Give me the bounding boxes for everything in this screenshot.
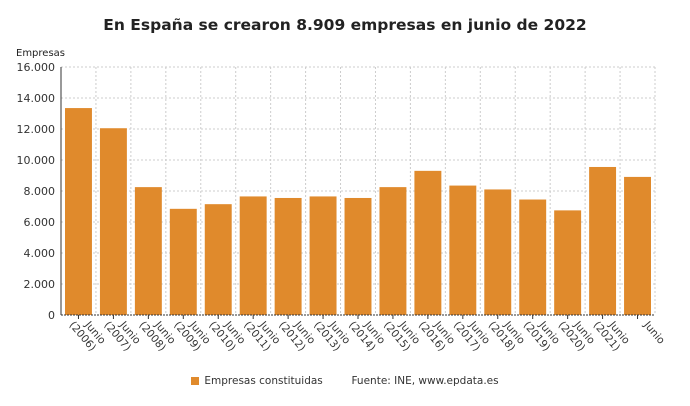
y-tick-label: 0	[48, 309, 55, 322]
chart-title: En España se crearon 8.909 empresas en j…	[103, 16, 587, 34]
bar	[519, 199, 547, 315]
legend: Empresas constituidas Fuente: INE, www.e…	[0, 375, 690, 387]
x-tick-label: Junio(2019)	[521, 312, 562, 355]
bar	[134, 187, 162, 315]
bar	[344, 197, 372, 315]
y-tick-label: 12.000	[17, 123, 56, 136]
bar	[65, 108, 92, 315]
y-tick-label: 4.000	[24, 247, 56, 260]
x-tick-label: Junio(2008)	[136, 312, 177, 355]
y-tick-label: 16.000	[17, 61, 56, 74]
x-tick-label: Junio(2016)	[416, 312, 457, 355]
bar	[204, 204, 232, 315]
x-tick-label: Junio(2012)	[276, 312, 317, 355]
x-tick-label: Junio(2009)	[171, 312, 212, 355]
y-tick-label: 10.000	[17, 154, 56, 167]
bar	[624, 176, 651, 315]
x-tick-label: Junio(2015)	[381, 312, 422, 355]
bar	[449, 185, 477, 315]
bar	[309, 196, 337, 315]
legend-swatch	[191, 377, 200, 385]
x-tick-label: Junio(2006)	[67, 312, 108, 355]
x-tick-label: Junio(2007)	[101, 312, 142, 355]
y-tick-label: 6.000	[24, 216, 56, 229]
y-axis-label: Empresas	[16, 48, 65, 59]
bar	[414, 170, 442, 315]
x-tick-label: Junio(2021)	[591, 312, 632, 355]
bar	[239, 196, 267, 315]
bar	[554, 210, 582, 315]
x-tick-label: Junio	[641, 318, 667, 346]
x-tick-label: Junio(2013)	[311, 312, 352, 355]
x-tick-label: Junio(2014)	[346, 312, 387, 355]
bar	[379, 187, 407, 315]
source-note: Fuente: INE, www.epdata.es	[351, 375, 499, 387]
bar	[99, 128, 127, 315]
x-tick-label: Junio(2010)	[206, 312, 247, 355]
y-tick-label: 14.000	[17, 92, 56, 105]
x-tick-label: Junio(2017)	[451, 312, 492, 355]
legend-label: Empresas constituidas	[204, 375, 323, 387]
x-tick-label: Junio(2018)	[486, 312, 527, 355]
bar	[589, 166, 617, 315]
bar	[484, 189, 512, 315]
y-tick-label: 8.000	[24, 185, 56, 198]
y-tick-label: 2.000	[24, 278, 56, 291]
x-tick-label: Junio(2020)	[556, 312, 597, 355]
x-tick-label: Junio(2011)	[241, 312, 282, 355]
bar	[274, 197, 302, 315]
bar	[169, 208, 197, 315]
